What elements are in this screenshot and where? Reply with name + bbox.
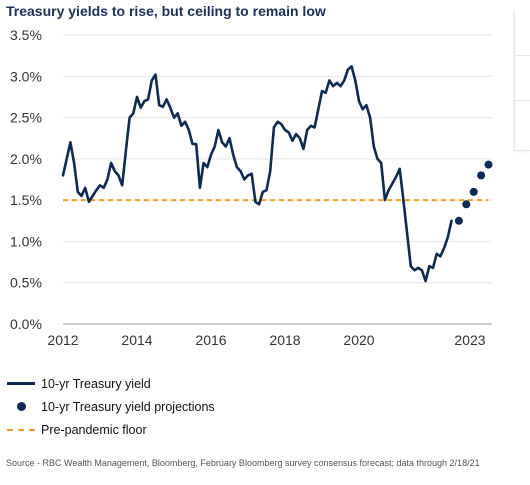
treasury-yield-line xyxy=(61,65,453,283)
side-panel-edge xyxy=(514,10,530,151)
treasury-yield-series xyxy=(61,65,453,283)
legend-label: 10-yr Treasury yield projections xyxy=(41,399,215,414)
y-axis-tick-labels: 0.0% 0.5% 1.0% 1.5% 2.0% 2.5% 3.0% 3.5% xyxy=(10,27,42,332)
projection-point xyxy=(484,160,493,169)
x-tick-label: 2012 xyxy=(47,332,78,348)
y-tick-label: 2.5% xyxy=(10,110,42,126)
legend-dot-swatch xyxy=(6,402,36,411)
x-tick-label: 2020 xyxy=(343,332,374,348)
legend-dash-swatch xyxy=(6,428,36,431)
y-tick-label: 0.5% xyxy=(10,275,42,291)
y-tick-label: 0.0% xyxy=(10,316,42,332)
legend-item-projections: 10-yr Treasury yield projections xyxy=(6,395,215,418)
x-axis-tick-labels: 2012 2014 2016 2018 2020 2023 xyxy=(47,332,485,348)
x-tick-label: 2014 xyxy=(121,332,152,348)
legend-line-swatch xyxy=(6,382,36,385)
legend: 10-yr Treasury yield 10-yr Treasury yiel… xyxy=(6,372,215,441)
y-tick-label: 3.0% xyxy=(10,68,42,84)
projection-point xyxy=(454,216,463,225)
chart-title: Treasury yields to rise, but ceiling to … xyxy=(6,3,326,19)
projection-point xyxy=(469,187,478,196)
x-tick-label: 2023 xyxy=(454,332,485,348)
y-tick-label: 2.0% xyxy=(10,151,42,167)
legend-item-treasury-yield: 10-yr Treasury yield xyxy=(6,372,215,395)
grid-lines xyxy=(63,34,492,284)
legend-item-floor: Pre-pandemic floor xyxy=(6,418,215,441)
x-tick-label: 2018 xyxy=(269,332,300,348)
y-tick-label: 1.0% xyxy=(10,233,42,249)
treasury-yield-projection-series xyxy=(454,160,493,225)
y-tick-label: 1.5% xyxy=(10,192,42,208)
chart-plot: 0.0%0.5%1.0%1.5%2.0%2.5%3.0%3.5% 2012 201… xyxy=(10,27,493,348)
projection-point xyxy=(477,171,486,180)
x-tick-label: 2016 xyxy=(195,332,226,348)
legend-label: 10-yr Treasury yield xyxy=(41,376,151,391)
y-tick-label: 3.5% xyxy=(10,27,42,43)
projection-point xyxy=(462,200,471,209)
source-note: Source - RBC Wealth Management, Bloomber… xyxy=(6,458,480,468)
legend-label: Pre-pandemic floor xyxy=(41,422,147,437)
